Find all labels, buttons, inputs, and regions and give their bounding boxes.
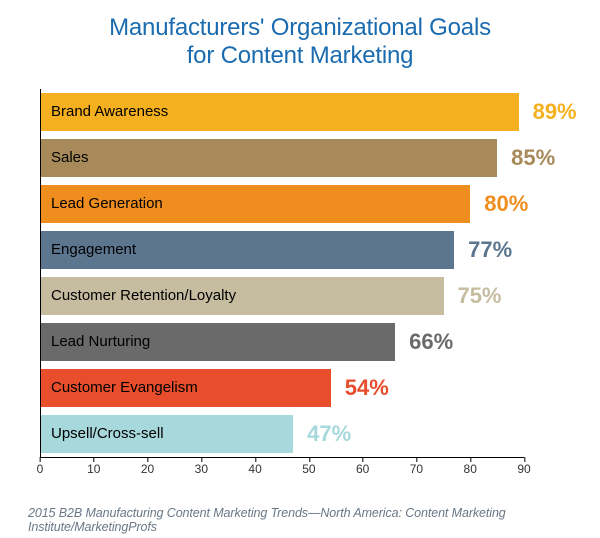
x-tick: 20 (141, 462, 154, 476)
title-line-2: for Content Marketing (187, 42, 414, 69)
bar: Sales85% (41, 139, 497, 177)
bar-label: Customer Evangelism (51, 379, 198, 396)
bar-value: 47% (307, 421, 351, 447)
bar: Lead Nurturing66% (41, 323, 395, 361)
bar-value: 80% (484, 191, 528, 217)
bar-row: Lead Generation80% (41, 181, 524, 227)
x-tick: 50 (302, 462, 315, 476)
x-tick: 90 (517, 462, 530, 476)
bar-value: 89% (533, 99, 577, 125)
bar-value: 85% (511, 145, 555, 171)
bar-row: Engagement 77% (41, 227, 524, 273)
bar-row: Customer Evangelism 54% (41, 365, 524, 411)
bar-value: 54% (345, 375, 389, 401)
bar-row: Customer Retention/Loyalty 75% (41, 273, 524, 319)
x-tick: 80 (464, 462, 477, 476)
bar-value: 66% (409, 329, 453, 355)
bar-value: 75% (457, 283, 501, 309)
bar: Brand Awareness89% (41, 93, 519, 131)
bar: Customer Evangelism54% (41, 369, 331, 407)
bar: Upsell/Cross-sell47% (41, 415, 293, 453)
source-citation: 2015 B2B Manufacturing Content Marketing… (28, 506, 572, 534)
bar-row: Sales85% (41, 135, 524, 181)
bar-row: Lead Nurturing 66% (41, 319, 524, 365)
bar-label: Sales (51, 149, 89, 166)
title-line-1: Manufacturers' Organizational Goals (109, 14, 491, 41)
bar: Engagement77% (41, 231, 454, 269)
bar: Lead Generation80% (41, 185, 470, 223)
x-tick: 30 (195, 462, 208, 476)
x-tick: 60 (356, 462, 369, 476)
chart-title: Manufacturers' Organizational Goals for … (28, 14, 572, 71)
x-axis: 0102030405060708090 (40, 462, 524, 484)
x-tick: 70 (410, 462, 423, 476)
chart-container: Manufacturers' Organizational Goals for … (0, 0, 600, 538)
bar-value: 77% (468, 237, 512, 263)
bar-label: Upsell/Cross-sell (51, 425, 164, 442)
x-tick: 10 (87, 462, 100, 476)
bar-label: Lead Nurturing (51, 333, 150, 350)
bar-label: Lead Generation (51, 195, 163, 212)
bar-row: Brand Awareness89% (41, 89, 524, 135)
bar-label: Brand Awareness (51, 103, 168, 120)
bar-row: Upsell/Cross-sell 47% (41, 411, 524, 457)
bar-label: Customer Retention/Loyalty (51, 287, 236, 304)
bar-chart: Brand Awareness89% Sales85% Lead Generatio… (40, 89, 524, 484)
plot-area: Brand Awareness89% Sales85% Lead Generatio… (40, 89, 524, 458)
bar-label: Engagement (51, 241, 136, 258)
x-tick: 0 (37, 462, 44, 476)
bar: Customer Retention/Loyalty75% (41, 277, 444, 315)
x-tick: 40 (248, 462, 261, 476)
